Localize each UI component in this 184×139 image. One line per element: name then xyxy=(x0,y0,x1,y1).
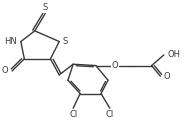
Text: S: S xyxy=(63,37,68,46)
Text: HN: HN xyxy=(4,37,17,46)
Text: OH: OH xyxy=(167,50,180,59)
Text: O: O xyxy=(112,61,118,70)
Text: S: S xyxy=(43,3,48,12)
Text: O: O xyxy=(164,72,170,81)
Text: O: O xyxy=(2,66,8,75)
Text: Cl: Cl xyxy=(69,110,77,119)
Text: Cl: Cl xyxy=(106,110,114,119)
